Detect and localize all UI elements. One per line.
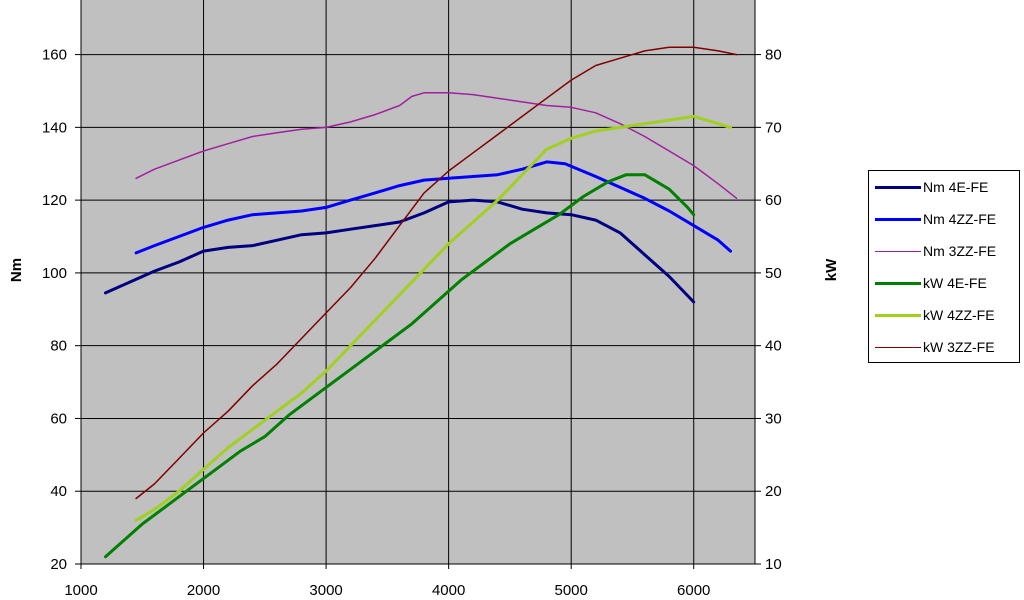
legend-item-nm-4e-fe: Nm 4E-FE <box>875 177 988 197</box>
y-right-tick-label: 50 <box>765 265 782 282</box>
y-right-tick-label: 80 <box>765 47 782 64</box>
legend-item-kw-3zz-fe: kW 3ZZ-FE <box>875 337 995 357</box>
x-tick-label: 3000 <box>309 582 342 599</box>
series-line-nm-4e-fe <box>104 198 696 304</box>
legend-item-nm-4zz-fe: Nm 4ZZ-FE <box>875 209 996 229</box>
plot-area <box>81 0 755 564</box>
y-left-tick-label: 160 <box>42 47 67 64</box>
legend-label: Nm 4ZZ-FE <box>923 211 997 227</box>
y-left-tick-label: 40 <box>50 483 67 500</box>
series-lines <box>104 46 738 559</box>
x-tick-label: 5000 <box>554 582 587 599</box>
x-tick-label: 4000 <box>432 582 465 599</box>
legend-label: Nm 4E-FE <box>923 179 989 195</box>
y-left-tick-label: 120 <box>42 192 67 209</box>
legend-swatch <box>875 217 921 221</box>
y-left-tick-label: 80 <box>50 338 67 355</box>
legend-item-kw-4zz-fe: kW 4ZZ-FE <box>875 305 995 325</box>
legend-item-nm-3zz-fe: Nm 3ZZ-FE <box>875 241 996 261</box>
legend-swatch <box>875 313 921 317</box>
legend-swatch <box>875 185 921 189</box>
series-line-kw-4e-fe <box>104 173 696 559</box>
axes <box>80 0 756 565</box>
legend-label: kW 3ZZ-FE <box>923 339 995 355</box>
tick-labels: 1000 2000 3000 4000 5000 6000 20 40 60 80 100 120 14… <box>42 47 782 599</box>
y-left-tick-label: 60 <box>50 410 67 427</box>
legend-item-kw-4e-fe: kW 4E-FE <box>875 273 987 293</box>
y-right-tick-label: 10 <box>765 556 782 573</box>
y-right-tick-label: 30 <box>765 410 782 427</box>
legend-swatch <box>875 281 921 285</box>
y-axis-left-title: Nm <box>8 258 25 282</box>
x-tick-label: 2000 <box>187 582 220 599</box>
y-axis-right-title: kW <box>823 258 840 281</box>
legend-swatch <box>875 250 921 252</box>
series-line-nm-4zz-fe <box>134 160 732 255</box>
x-tick-label: 6000 <box>677 582 710 599</box>
y-right-tick-label: 20 <box>765 483 782 500</box>
series-line-kw-3zz-fe <box>135 46 738 500</box>
legend-label: kW 4ZZ-FE <box>923 307 995 323</box>
x-tick-label: 1000 <box>64 582 97 599</box>
y-right-tick-label: 40 <box>765 338 782 355</box>
y-left-tick-label: 100 <box>42 265 67 282</box>
y-left-tick-label: 140 <box>42 119 67 136</box>
y-right-tick-label: 60 <box>765 192 782 209</box>
legend: Nm 4E-FE Nm 4ZZ-FE Nm 3ZZ-FE kW 4E-FE kW 4ZZ… <box>868 170 1020 363</box>
series-line-nm-3zz-fe <box>135 92 738 200</box>
series-line-kw-4zz-fe <box>134 114 732 522</box>
grid-lines <box>80 0 755 565</box>
legend-label: kW 4E-FE <box>923 275 987 291</box>
y-right-tick-label: 70 <box>765 119 782 136</box>
legend-label: Nm 3ZZ-FE <box>923 243 997 259</box>
legend-swatch <box>875 346 921 348</box>
y-left-tick-label: 20 <box>50 556 67 573</box>
